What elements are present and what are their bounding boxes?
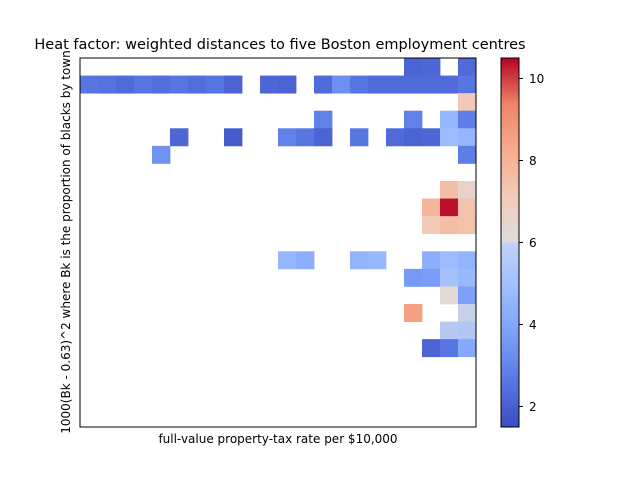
heatmap-cell	[278, 75, 297, 94]
heatmap-cell	[458, 128, 477, 147]
heatmap-cell	[458, 75, 477, 94]
heatmap-cell	[296, 251, 315, 270]
heatmap-cell	[404, 58, 423, 76]
heatmap-cell	[404, 128, 423, 147]
heatmap-cell	[422, 216, 441, 235]
heatmap-cell	[368, 251, 387, 270]
heatmap-cell	[404, 75, 423, 94]
heatmap-cell	[206, 75, 225, 94]
heatmap-cell	[422, 198, 441, 217]
colorbar-ticks: 2 4 6 8 10	[519, 72, 544, 414]
y-axis-label: 1000(Bk - 0.63)^2 where Bk is the propor…	[59, 50, 73, 433]
colorbar-tick-label: 4	[529, 318, 537, 332]
colorbar-tick-label: 8	[529, 154, 537, 168]
heatmap-cell	[278, 251, 297, 270]
heatmap-cell	[458, 268, 477, 287]
heatmap-cell	[134, 75, 153, 94]
heatmap-cell	[386, 128, 405, 147]
colorbar	[501, 58, 519, 427]
heatmap-cell	[440, 286, 459, 305]
heatmap-cell	[440, 251, 459, 270]
heatmap-cell	[458, 286, 477, 305]
heatmap-cell	[422, 251, 441, 270]
heatmap-cell	[440, 268, 459, 287]
heatmap-cell	[404, 110, 423, 129]
heatmap-cell	[440, 181, 459, 199]
heatmap-cell	[314, 128, 333, 147]
heatmap-cell	[440, 216, 459, 235]
heatmap-cell	[458, 251, 477, 270]
heatmap-cell	[458, 339, 477, 358]
heatmap-cell	[170, 128, 189, 147]
heatmap-cell	[152, 145, 171, 164]
heatmap-cell	[98, 75, 117, 94]
colorbar-tick-label: 6	[529, 236, 537, 250]
heatmap-cell	[458, 198, 477, 217]
heatmap-cell	[224, 128, 243, 147]
heatmap-cell	[314, 75, 333, 94]
heatmap-cell	[458, 110, 477, 129]
heatmap-cell	[458, 93, 477, 112]
heatmap-cell	[440, 128, 459, 147]
heatmap-cell	[422, 75, 441, 94]
heatmap-cell	[350, 75, 369, 94]
heatmap-cell	[386, 75, 405, 94]
heatmap-cell	[422, 268, 441, 287]
heatmap-cell	[458, 181, 477, 199]
heatmap-cell	[350, 128, 369, 147]
heatmap-cell	[422, 128, 441, 147]
colorbar-tick-label: 10	[529, 72, 544, 86]
heatmap-cell	[458, 304, 477, 322]
heatmap-cell	[458, 321, 477, 340]
heatmap-cell	[116, 75, 135, 94]
heatmap-cell	[458, 58, 477, 76]
heatmap-cell	[440, 339, 459, 358]
x-axis-label: full-value property-tax rate per $10,000	[158, 432, 397, 446]
heatmap-cell	[422, 339, 441, 358]
heatmap-cell	[440, 321, 459, 340]
heatmap-cell	[278, 128, 297, 147]
heatmap-cell	[458, 216, 477, 235]
heatmap-cell	[152, 75, 171, 94]
colorbar-tick-label: 2	[529, 400, 537, 414]
heatmap-cell	[314, 110, 333, 129]
heatmap-cell	[458, 145, 477, 164]
heatmap-cell	[170, 75, 189, 94]
heatmap-cell	[332, 75, 351, 94]
heatmap-cell	[350, 251, 369, 270]
heatmap-cell	[80, 75, 99, 94]
heatmap-cell	[422, 58, 441, 76]
heatmap-cell	[296, 128, 315, 147]
heatmap-cell	[188, 75, 207, 94]
plot-frame	[79, 57, 477, 428]
heatmap-cell	[440, 75, 459, 94]
chart-title: Heat factor: weighted distances to five …	[34, 37, 525, 53]
heatmap-cell	[404, 304, 423, 322]
heatmap-cell	[440, 110, 459, 129]
heatmap-cell	[404, 268, 423, 287]
heatmap-cell	[440, 198, 459, 217]
heatmap-cells	[80, 58, 477, 358]
heatmap-cell	[260, 75, 279, 94]
heatmap-cell	[368, 75, 387, 94]
heatmap-cell	[224, 75, 243, 94]
